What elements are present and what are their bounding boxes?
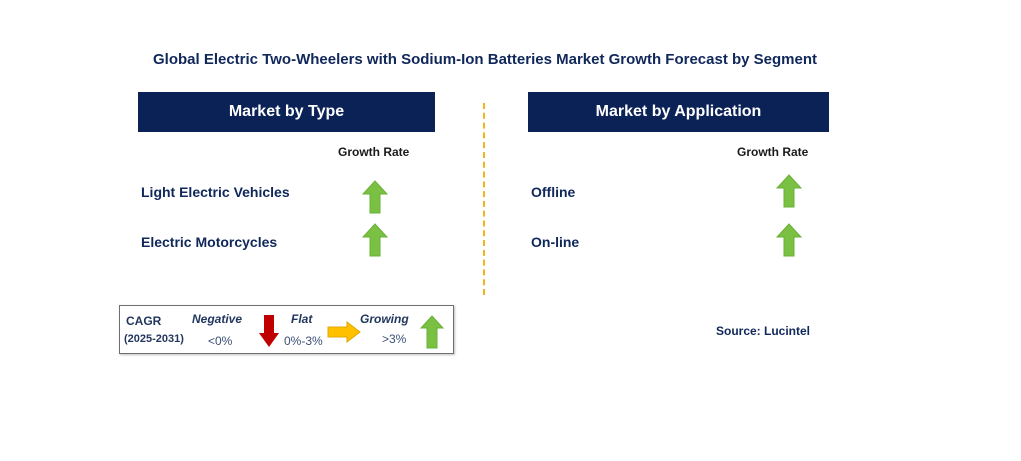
type-row-label-light-electric-vehicles: Light Electric Vehicles — [141, 184, 290, 200]
type-row-label-electric-motorcycles: Electric Motorcycles — [141, 234, 278, 250]
legend-cagr-label: CAGR — [126, 314, 162, 328]
market-by-application-header: Market by Application — [528, 92, 829, 132]
up-arrow-icon — [362, 223, 388, 257]
legend-growing-label: Growing — [360, 312, 409, 326]
up-arrow-icon — [776, 174, 802, 208]
cagr-legend: CAGR (2025-2031) Negative <0% Flat 0%-3%… — [119, 305, 454, 354]
legend-growing-range: >3% — [382, 332, 407, 346]
chart-title: Global Electric Two-Wheelers with Sodium… — [152, 51, 817, 68]
legend-flat-range: 0%-3% — [284, 334, 323, 348]
source-label: Source: Lucintel — [716, 324, 811, 338]
up-arrow-icon — [776, 223, 802, 257]
panel-divider — [483, 103, 485, 295]
legend-period: (2025-2031) — [124, 333, 184, 345]
application-growth-rate-header: Growth Rate — [737, 145, 809, 159]
application-row-label-on-line: On-line — [531, 234, 580, 250]
up-arrow-icon — [420, 315, 444, 349]
market-by-type-header: Market by Type — [138, 92, 435, 132]
right-arrow-icon — [327, 321, 361, 343]
application-row-label-offline: Offline — [531, 184, 576, 200]
legend-flat-label: Flat — [291, 312, 313, 326]
type-growth-rate-header: Growth Rate — [338, 145, 410, 159]
down-arrow-icon — [259, 315, 279, 347]
up-arrow-icon — [362, 180, 388, 214]
legend-negative-range: <0% — [208, 334, 233, 348]
legend-negative-label: Negative — [192, 312, 243, 326]
